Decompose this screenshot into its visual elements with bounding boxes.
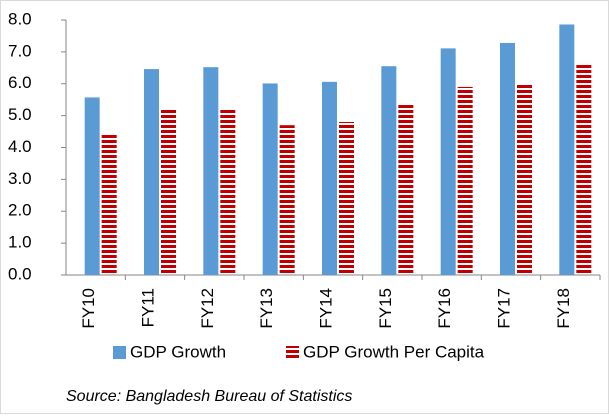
legend-swatch: [286, 346, 299, 359]
bar: [381, 66, 397, 275]
x-tick-label: FY10: [79, 288, 98, 329]
x-tick-label: FY12: [198, 288, 217, 329]
bar: [457, 86, 473, 275]
legend-label: GDP Growth: [130, 342, 226, 361]
y-tick-label: 7.0: [8, 41, 32, 60]
x-tick-label: FY15: [376, 288, 395, 329]
bar: [559, 24, 575, 276]
x-tick-label: FY14: [316, 288, 335, 329]
y-tick-label: 0.0: [8, 264, 32, 283]
y-tick-label: 3.0: [8, 169, 32, 188]
bar: [398, 104, 414, 275]
y-tick-label: 1.0: [8, 233, 32, 252]
y-tick-label: 6.0: [8, 73, 32, 92]
y-tick-label: 8.0: [8, 9, 32, 28]
bar: [144, 69, 159, 276]
bar: [339, 122, 354, 275]
bar: [440, 48, 456, 276]
legend-swatch: [113, 346, 126, 359]
y-tick-label: 5.0: [8, 105, 32, 124]
y-tick-label: 2.0: [8, 201, 32, 220]
bar: [500, 42, 515, 276]
bar: [161, 109, 176, 275]
bar: [101, 133, 117, 275]
x-tick-label: FY17: [494, 288, 513, 329]
bar: [576, 63, 592, 275]
bar: [517, 83, 532, 275]
bar: [84, 97, 100, 275]
source-note: Source: Bangladesh Bureau of Statistics: [66, 388, 352, 405]
bar: [203, 67, 219, 275]
y-tick-label: 4.0: [8, 137, 32, 156]
bar: [322, 81, 337, 276]
x-tick-label: FY16: [435, 288, 454, 329]
bar: [279, 125, 295, 275]
x-tick-label: FY11: [138, 288, 157, 327]
bar: [220, 109, 236, 275]
legend-label: GDP Growth Per Capita: [303, 342, 485, 361]
x-tick-label: FY13: [257, 288, 276, 329]
bar: [262, 83, 278, 276]
x-tick-label: FY18: [554, 288, 573, 329]
